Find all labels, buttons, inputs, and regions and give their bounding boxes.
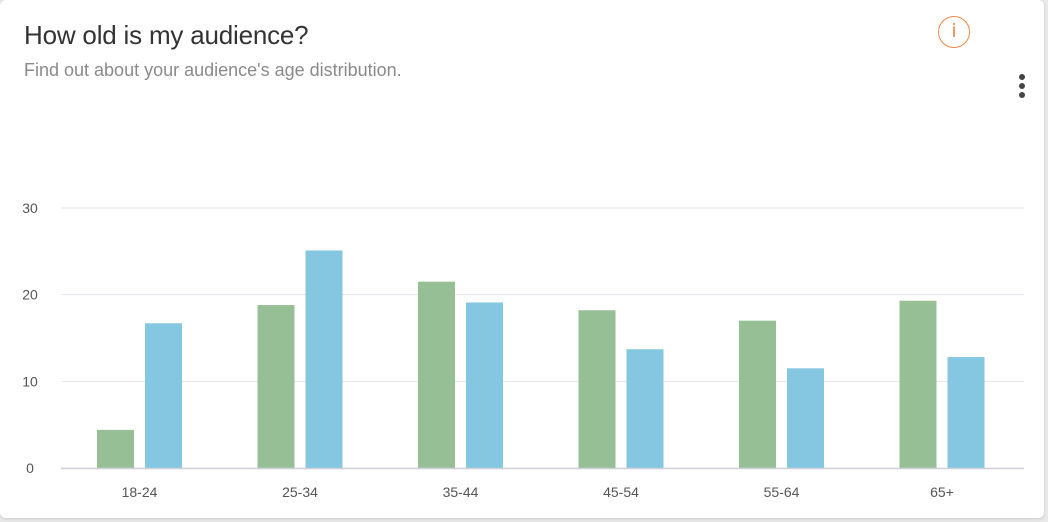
bar	[466, 302, 503, 468]
y-axis-tick-labels: 0 10 20 30	[22, 200, 38, 476]
bar	[418, 281, 455, 468]
card-title: How old is my audience?	[24, 20, 309, 50]
y-tick-label: 20	[22, 287, 38, 303]
more-dot	[1019, 83, 1025, 89]
bar	[578, 310, 616, 468]
y-tick-label: 0	[26, 460, 34, 476]
bar	[97, 429, 134, 468]
bar	[145, 323, 182, 468]
bar	[305, 250, 343, 468]
x-tick-label: 18-24	[122, 484, 158, 500]
grid-lines	[61, 207, 1024, 382]
x-axis-tick-labels: 18-24 25-34 35-44 45-54 55-64 65+	[122, 484, 954, 500]
bars	[97, 250, 985, 468]
bar	[787, 368, 824, 468]
x-tick-label: 55-64	[764, 484, 800, 500]
bar	[626, 349, 664, 468]
bar	[257, 305, 295, 468]
bar	[947, 357, 985, 468]
x-tick-label: 35-44	[443, 484, 479, 500]
card-subtitle: Find out about your audience's age distr…	[24, 60, 402, 80]
x-tick-label: 25-34	[282, 484, 318, 500]
x-tick-label: 45-54	[603, 484, 639, 500]
bar	[739, 320, 776, 468]
more-vertical-icon[interactable]	[1012, 74, 1032, 102]
info-icon[interactable]: i	[938, 16, 970, 48]
x-tick-label: 65+	[930, 484, 954, 500]
y-tick-label: 30	[22, 200, 38, 216]
y-tick-label: 10	[22, 373, 38, 389]
bar	[899, 300, 937, 468]
more-dot	[1019, 92, 1025, 98]
more-dot	[1019, 74, 1025, 80]
